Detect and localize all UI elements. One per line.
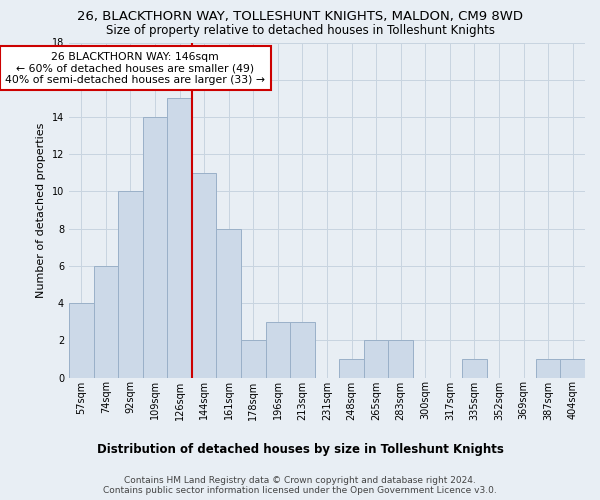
Bar <box>192 173 217 378</box>
Bar <box>167 98 192 378</box>
Y-axis label: Number of detached properties: Number of detached properties <box>36 122 46 298</box>
Bar <box>266 322 290 378</box>
Bar <box>69 303 94 378</box>
Text: Contains HM Land Registry data © Crown copyright and database right 2024.
Contai: Contains HM Land Registry data © Crown c… <box>103 476 497 496</box>
Bar <box>560 359 585 378</box>
Bar <box>94 266 118 378</box>
Text: Size of property relative to detached houses in Tolleshunt Knights: Size of property relative to detached ho… <box>106 24 494 37</box>
Bar <box>462 359 487 378</box>
Text: 26, BLACKTHORN WAY, TOLLESHUNT KNIGHTS, MALDON, CM9 8WD: 26, BLACKTHORN WAY, TOLLESHUNT KNIGHTS, … <box>77 10 523 23</box>
Bar <box>339 359 364 378</box>
Text: 26 BLACKTHORN WAY: 146sqm
← 60% of detached houses are smaller (49)
40% of semi-: 26 BLACKTHORN WAY: 146sqm ← 60% of detac… <box>5 52 265 85</box>
Text: Distribution of detached houses by size in Tolleshunt Knights: Distribution of detached houses by size … <box>97 442 503 456</box>
Bar <box>364 340 388 378</box>
Bar <box>118 192 143 378</box>
Bar <box>536 359 560 378</box>
Bar <box>388 340 413 378</box>
Bar <box>241 340 266 378</box>
Bar <box>217 228 241 378</box>
Bar <box>290 322 315 378</box>
Bar <box>143 117 167 378</box>
